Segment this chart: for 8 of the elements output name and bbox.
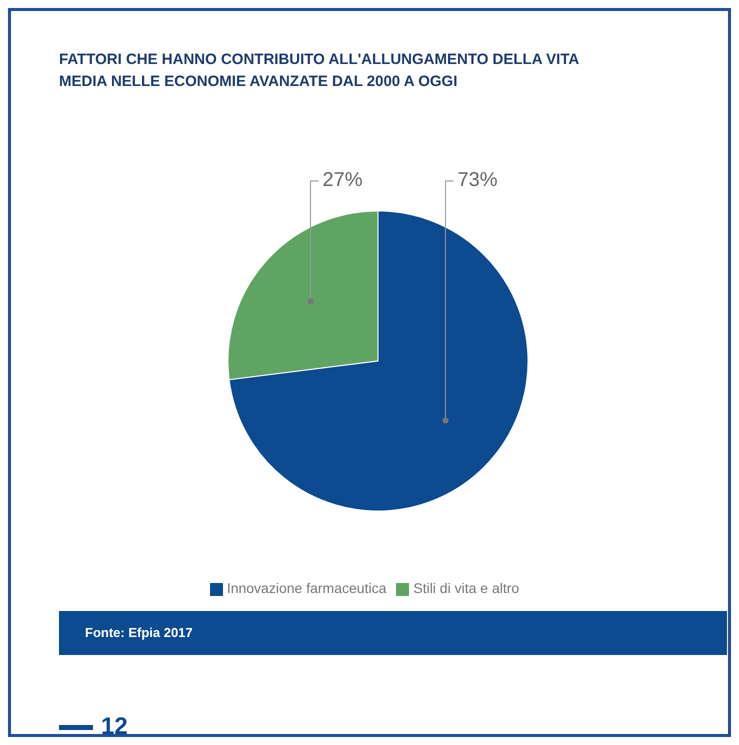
pie-slice xyxy=(228,210,528,512)
legend-label: Stili di vita e altro xyxy=(413,580,520,596)
data-label: 73% xyxy=(458,169,498,191)
chart-title: FATTORI CHE HANNO CONTRIBUITO ALL'ALLUNGAMENTO DELLA VITA MEDIA NELLE ECONOMIE AVANZATE DAL 2000 A OGGI xyxy=(59,50,580,92)
source-note: Fonte: Efpia 2017 xyxy=(59,611,727,655)
text: 12 xyxy=(101,713,128,741)
legend-label: Innovazione farmaceutica xyxy=(226,580,386,596)
data-label: 27% xyxy=(322,169,363,191)
